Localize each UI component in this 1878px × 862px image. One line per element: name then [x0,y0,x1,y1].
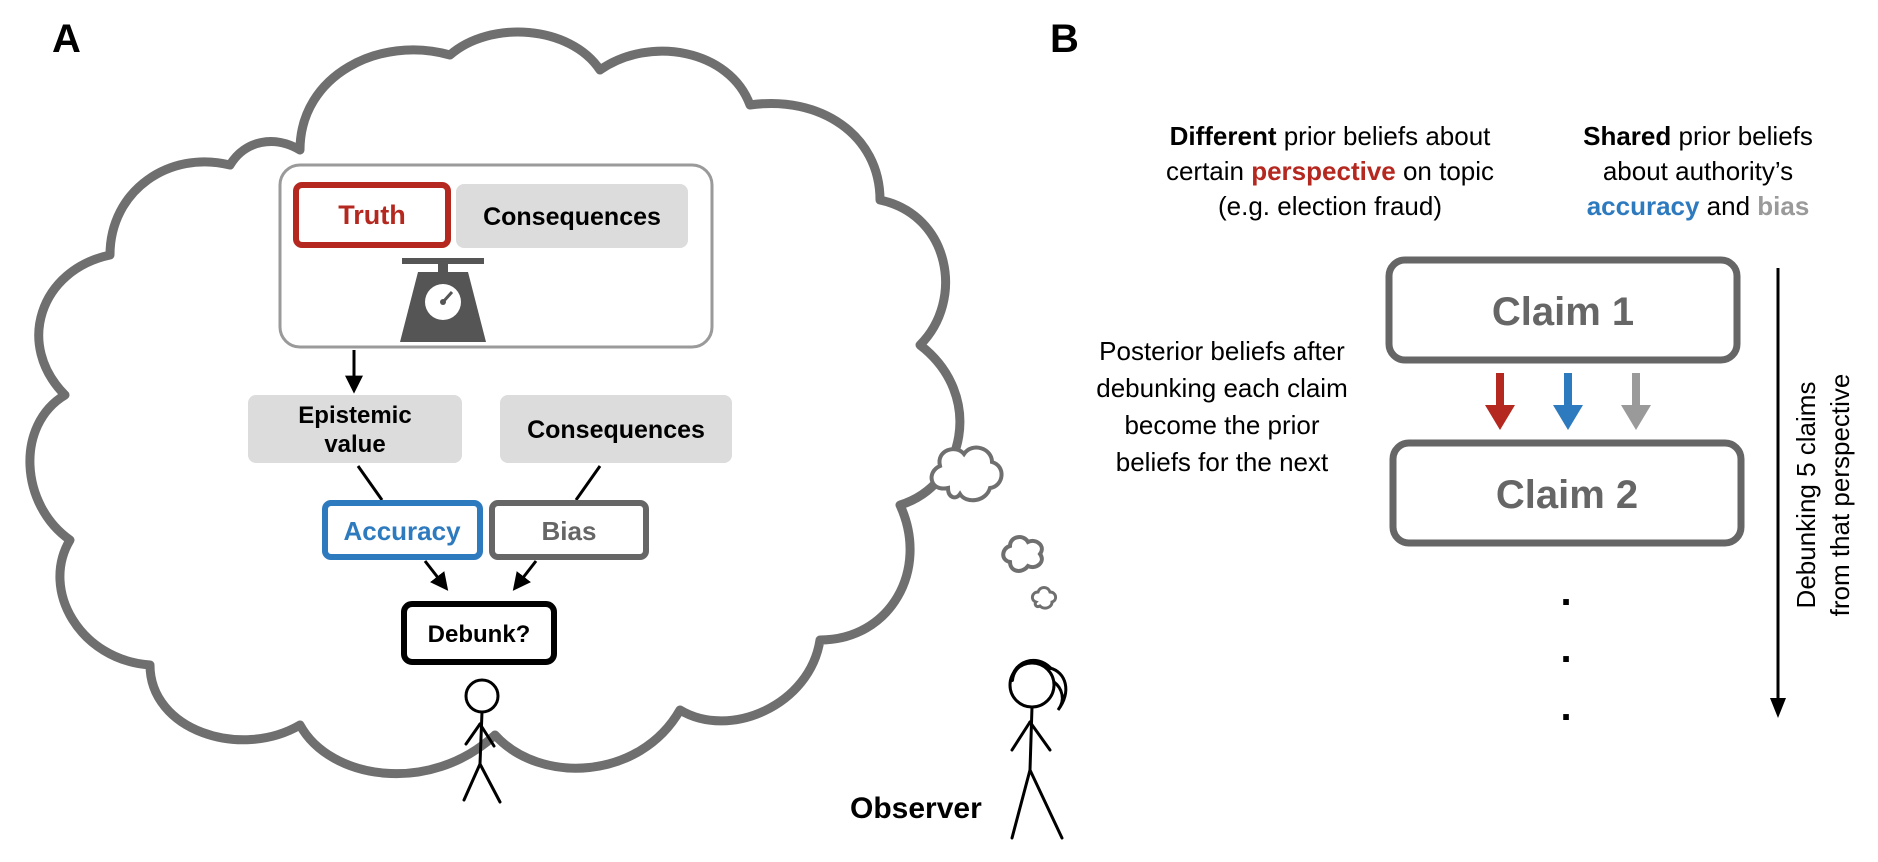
epistemic-label-line1: Epistemic [298,402,411,429]
claim-2-label: Claim 2 [1496,473,1638,517]
different-rest1: prior beliefs about [1277,121,1492,151]
svg-text:Different prior beliefs about: Different prior beliefs about [1170,121,1492,151]
posterior-text: Posterior beliefs after debunking each c… [1096,336,1348,477]
consequences-mid-label: Consequences [527,416,705,444]
debunk-box [401,601,557,665]
observer-label: Observer [850,792,982,825]
epistemic-value-box [248,395,462,463]
scale-icon [400,258,486,342]
panel-a-label: A [52,17,81,61]
shared-prior-text: Shared prior beliefs about authority’s a… [1583,121,1813,221]
shared-line2: about authority’s [1603,156,1793,186]
different-line3: (e.g. election fraud) [1218,191,1442,221]
perspective-arrow-head [1485,405,1515,430]
arrow-bias-debunk [512,560,538,591]
bias-box [489,500,649,560]
shared-rest1: prior beliefs [1671,121,1813,151]
different-line2-post: on topic [1396,156,1494,186]
claim-1-box [1385,256,1741,364]
accuracy-box [322,500,483,560]
svg-text:Shared prior beliefs: Shared prior beliefs [1583,121,1813,151]
panel-b-label: B [1050,17,1079,61]
svg-text:certain perspective on topic: certain perspective on topic [1166,156,1494,186]
shared-accuracy: accuracy [1587,191,1700,221]
sequence-arrow-head [1770,698,1786,718]
claim-1-label: Claim 1 [1492,290,1634,334]
consequences-top-box [456,184,688,248]
arrow-accuracy-debunk [423,560,449,591]
posterior-line-1: Posterior beliefs after [1099,336,1345,366]
line-epistemic-accuracy [356,465,384,501]
shared-lead: Shared [1583,121,1671,151]
posterior-line-3: become the prior [1124,410,1319,440]
belief-update-arrows [1485,373,1651,430]
line-consequences-bias [574,465,602,501]
epistemic-label-line2: value [324,431,385,458]
debunk-label: Debunk? [428,621,531,648]
bias-arrow-head [1621,405,1651,430]
authority-figure [462,678,502,804]
sequence-label: Debunking 5 claims from that perspective [1791,374,1855,617]
sequence-label-line2: from that perspective [1825,374,1855,617]
posterior-line-2: debunking each claim [1096,373,1348,403]
truth-label: Truth [338,200,406,230]
sequence-label-line1: Debunking 5 claims [1791,382,1821,609]
thought-bubble-large [929,445,1004,503]
ellipsis-dot-2: . [1560,627,1571,671]
accuracy-label: Accuracy [343,516,461,546]
thought-bubble-small [1030,586,1058,610]
shared-bias: bias [1757,191,1809,221]
shared-and: and [1699,191,1757,221]
truth-box [293,182,451,248]
observer-figure [1008,658,1068,840]
ellipsis-dot-1: . [1560,570,1571,614]
different-line2-pre: certain [1166,156,1251,186]
accuracy-arrow-head [1553,405,1583,430]
consequences-top-label: Consequences [483,203,661,231]
claim-2-box [1389,439,1745,547]
different-lead: Different [1170,121,1277,151]
ellipsis-dot-3: . [1560,685,1571,729]
posterior-line-4: beliefs for the next [1116,447,1329,477]
svg-text:accuracy and bias: accuracy and bias [1587,191,1810,221]
different-prior-text: Different prior beliefs about certain pe… [1166,121,1494,221]
thought-cloud [25,27,965,779]
different-perspective: perspective [1251,156,1396,186]
bias-label: Bias [542,516,597,546]
thought-bubble-medium [1001,535,1044,573]
consequences-mid-box [500,395,732,463]
